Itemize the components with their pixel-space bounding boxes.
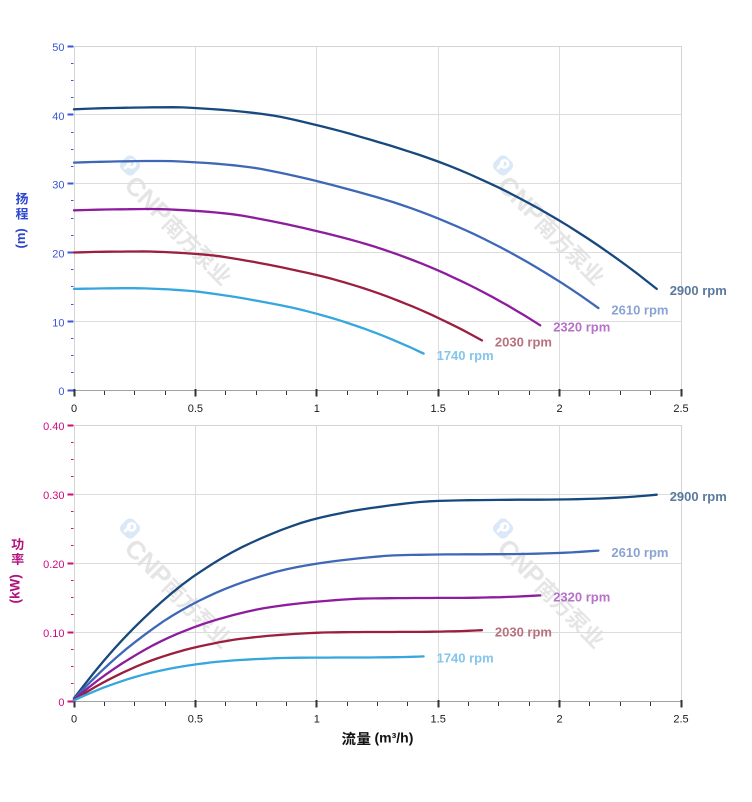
svg-text:1.5: 1.5: [431, 713, 446, 725]
svg-text:2320 rpm: 2320 rpm: [553, 320, 610, 335]
svg-text:2: 2: [557, 403, 563, 415]
svg-text:2610 rpm: 2610 rpm: [611, 302, 668, 317]
svg-text:2610 rpm: 2610 rpm: [611, 545, 668, 560]
svg-text:20: 20: [52, 249, 64, 261]
svg-text:2900 rpm: 2900 rpm: [670, 283, 727, 298]
svg-text:1: 1: [314, 713, 320, 725]
svg-text:(kW): (kW): [8, 574, 23, 603]
svg-text:2900 rpm: 2900 rpm: [670, 489, 727, 504]
svg-text:2: 2: [557, 713, 563, 725]
svg-text:0.5: 0.5: [188, 403, 203, 415]
svg-text:2320 rpm: 2320 rpm: [553, 590, 610, 605]
svg-text:0.20: 0.20: [43, 559, 64, 571]
svg-text:CNP: CNP: [492, 533, 551, 592]
svg-text:0: 0: [71, 713, 77, 725]
svg-text:2.5: 2.5: [673, 403, 688, 415]
svg-text:1.5: 1.5: [431, 403, 446, 415]
svg-text:0.10: 0.10: [43, 628, 64, 640]
svg-text:(m): (m): [13, 228, 28, 248]
svg-text:1740 rpm: 1740 rpm: [437, 651, 494, 666]
svg-text:30: 30: [52, 180, 64, 192]
svg-text:0: 0: [58, 386, 64, 398]
svg-text:0.30: 0.30: [43, 490, 64, 502]
svg-text:1740 rpm: 1740 rpm: [437, 348, 494, 363]
svg-text:(m³/h): (m³/h): [375, 730, 414, 746]
svg-text:50: 50: [52, 42, 64, 54]
svg-text:2030 rpm: 2030 rpm: [495, 335, 552, 350]
svg-text:10: 10: [52, 317, 64, 329]
svg-text:2030 rpm: 2030 rpm: [495, 625, 552, 640]
svg-text:40: 40: [52, 111, 64, 123]
svg-text:CNP: CNP: [119, 533, 178, 592]
svg-text:0: 0: [71, 403, 77, 415]
svg-text:0.5: 0.5: [188, 713, 203, 725]
svg-text:0: 0: [58, 697, 64, 709]
svg-text:1: 1: [314, 403, 320, 415]
svg-text:CNP: CNP: [119, 170, 178, 229]
svg-text:2.5: 2.5: [673, 713, 688, 725]
svg-text:0.40: 0.40: [43, 421, 64, 433]
